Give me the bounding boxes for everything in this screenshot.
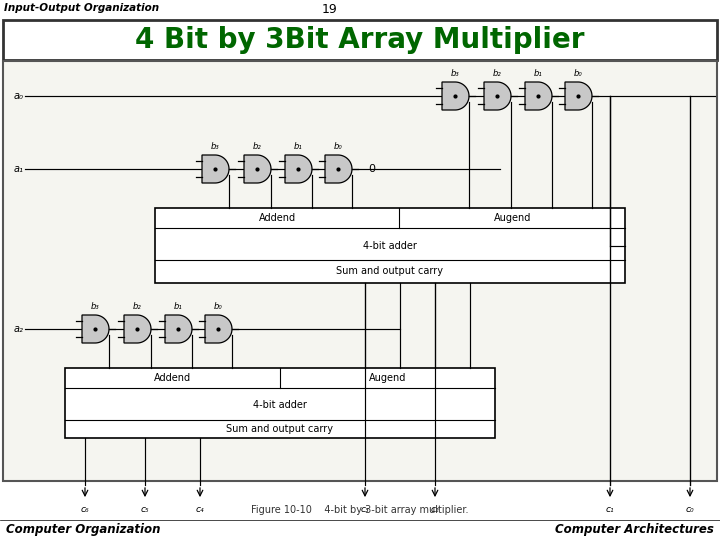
FancyBboxPatch shape — [65, 368, 495, 438]
Text: c₃: c₃ — [361, 505, 369, 514]
Text: b₁: b₁ — [294, 142, 302, 151]
Text: Sum and output carry: Sum and output carry — [227, 424, 333, 434]
Text: 0: 0 — [368, 164, 375, 174]
FancyBboxPatch shape — [3, 20, 717, 60]
Polygon shape — [165, 315, 192, 343]
Polygon shape — [285, 155, 312, 183]
Text: b₃: b₃ — [91, 302, 99, 311]
Text: 4-bit adder: 4-bit adder — [253, 400, 307, 410]
Text: Augend: Augend — [493, 213, 531, 223]
FancyBboxPatch shape — [0, 0, 720, 20]
Text: Input-Output Organization: Input-Output Organization — [4, 3, 159, 13]
Polygon shape — [244, 155, 271, 183]
Text: c₂: c₂ — [431, 505, 439, 514]
FancyBboxPatch shape — [155, 208, 625, 283]
Text: b₂: b₂ — [253, 142, 261, 151]
Text: a₁: a₁ — [14, 164, 24, 174]
Text: b₀: b₀ — [333, 142, 343, 151]
Text: Sum and output carry: Sum and output carry — [336, 266, 444, 276]
Text: Figure 10-10    4-bit by 3-bit array multiplier.: Figure 10-10 4-bit by 3-bit array multip… — [251, 505, 469, 515]
Text: a₂: a₂ — [14, 324, 24, 334]
Text: Computer Architectures: Computer Architectures — [555, 523, 714, 537]
Text: b₃: b₃ — [211, 142, 220, 151]
Text: a₀: a₀ — [14, 91, 24, 101]
Text: 19: 19 — [322, 3, 338, 16]
Text: b₂: b₂ — [492, 69, 501, 78]
Text: c₆: c₆ — [81, 505, 89, 514]
Text: b₁: b₁ — [174, 302, 182, 311]
Text: 4-bit adder: 4-bit adder — [363, 241, 417, 251]
Polygon shape — [202, 155, 229, 183]
Text: Computer Organization: Computer Organization — [6, 523, 161, 537]
Text: c₀: c₀ — [685, 505, 694, 514]
Polygon shape — [205, 315, 232, 343]
Text: c₅: c₅ — [140, 505, 149, 514]
Polygon shape — [325, 155, 352, 183]
Text: Addend: Addend — [154, 373, 191, 383]
Text: Addend: Addend — [258, 213, 296, 223]
Text: b₃: b₃ — [451, 69, 459, 78]
Polygon shape — [484, 82, 511, 110]
Text: Augend: Augend — [369, 373, 406, 383]
Text: b₁: b₁ — [534, 69, 542, 78]
Text: b₀: b₀ — [574, 69, 582, 78]
Text: b₀: b₀ — [214, 302, 222, 311]
Polygon shape — [82, 315, 109, 343]
Polygon shape — [124, 315, 151, 343]
FancyBboxPatch shape — [3, 61, 717, 481]
Polygon shape — [442, 82, 469, 110]
Text: b₂: b₂ — [132, 302, 141, 311]
Text: c₄: c₄ — [196, 505, 204, 514]
Text: c₁: c₁ — [606, 505, 614, 514]
Polygon shape — [525, 82, 552, 110]
Polygon shape — [565, 82, 592, 110]
Text: 4 Bit by 3Bit Array Multiplier: 4 Bit by 3Bit Array Multiplier — [135, 26, 585, 54]
